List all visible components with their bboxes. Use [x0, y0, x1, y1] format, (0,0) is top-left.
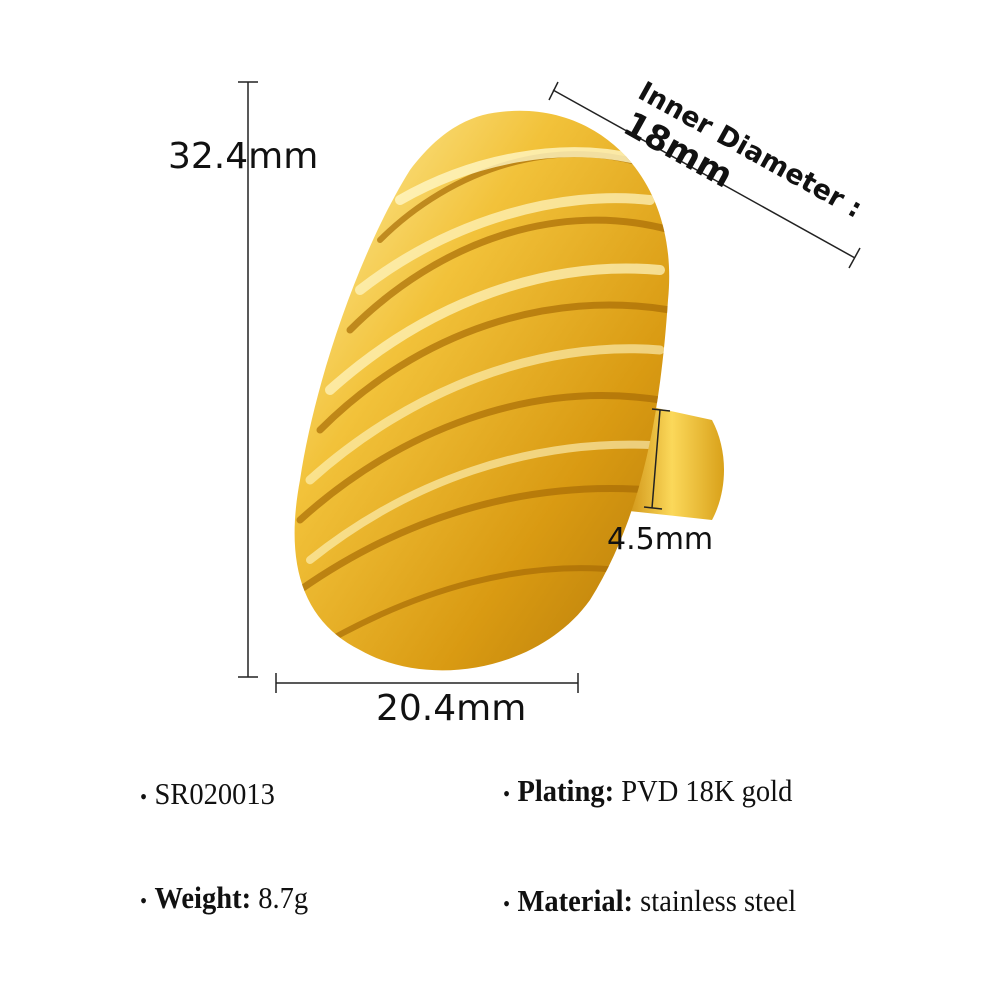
- bullet: •: [503, 890, 511, 916]
- bullet: •: [140, 783, 148, 809]
- spec-material: • Material: stainless steel: [503, 883, 796, 919]
- height-dimension-label: 32.4mm: [168, 136, 319, 177]
- sku-value: SR020013: [154, 776, 275, 811]
- spec-sku: • SR020013: [140, 776, 275, 812]
- weight-value: 8.7g: [258, 880, 309, 915]
- spec-plating: • Plating: PVD 18K gold: [503, 773, 792, 809]
- material-label: Material:: [517, 883, 634, 918]
- plating-value: PVD 18K gold: [621, 773, 793, 808]
- material-value: stainless steel: [640, 883, 797, 918]
- band-width-dimension-label: 4.5mm: [607, 522, 714, 557]
- bullet: •: [503, 780, 511, 806]
- dimension-lines: [238, 81, 861, 693]
- spec-weight: • Weight: 8.7g: [140, 880, 308, 916]
- ring-dome: [294, 110, 670, 671]
- bullet: •: [140, 887, 148, 913]
- width-dimension-label: 20.4mm: [376, 688, 527, 729]
- weight-label: Weight:: [154, 880, 252, 915]
- plating-label: Plating:: [517, 773, 615, 808]
